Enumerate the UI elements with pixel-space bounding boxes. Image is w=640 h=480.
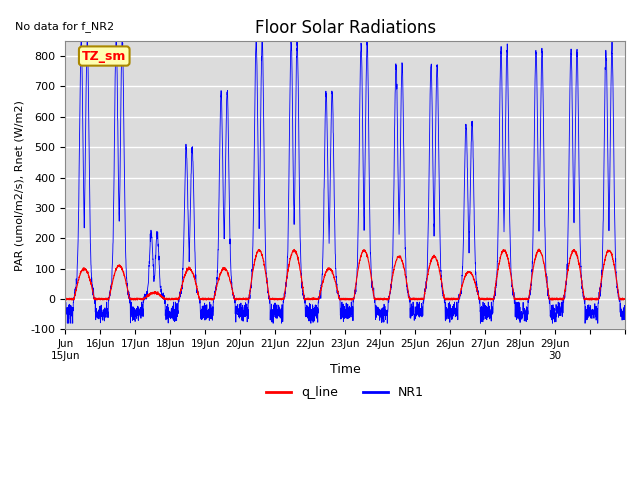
q_line (158, 294, 166, 300)
Title: Floor Solar Radiations: Floor Solar Radiations (255, 19, 436, 36)
Text: No data for f_NR2: No data for f_NR2 (15, 21, 114, 32)
NR1 (118, 30, 126, 36)
Legend: q_line, NR1: q_line, NR1 (261, 381, 429, 404)
q_line (500, 247, 508, 253)
q_line (424, 275, 431, 281)
Text: TZ_sm: TZ_sm (82, 49, 127, 62)
NR1 (61, 311, 69, 317)
X-axis label: Time: Time (330, 363, 360, 376)
q_line (492, 284, 499, 290)
q_line (435, 264, 442, 269)
q_line (380, 297, 387, 303)
NR1 (492, 292, 499, 298)
q_line (535, 246, 543, 252)
NR1 (435, 145, 442, 151)
Y-axis label: PAR (umol/m2/s), Rnet (W/m2): PAR (umol/m2/s), Rnet (W/m2) (15, 100, 25, 271)
q_line (475, 295, 483, 301)
Line: q_line: q_line (65, 249, 625, 300)
Line: NR1: NR1 (65, 33, 625, 324)
q_line (621, 296, 628, 301)
NR1 (500, 209, 508, 215)
NR1 (424, 256, 431, 262)
NR1 (621, 308, 628, 313)
NR1 (158, 290, 166, 296)
q_line (61, 297, 69, 303)
NR1 (65, 321, 72, 326)
NR1 (476, 295, 483, 300)
